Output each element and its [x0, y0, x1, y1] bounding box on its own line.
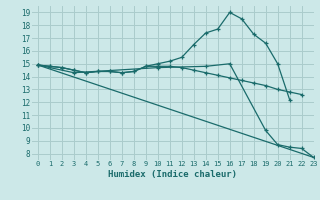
X-axis label: Humidex (Indice chaleur): Humidex (Indice chaleur) [108, 170, 237, 179]
